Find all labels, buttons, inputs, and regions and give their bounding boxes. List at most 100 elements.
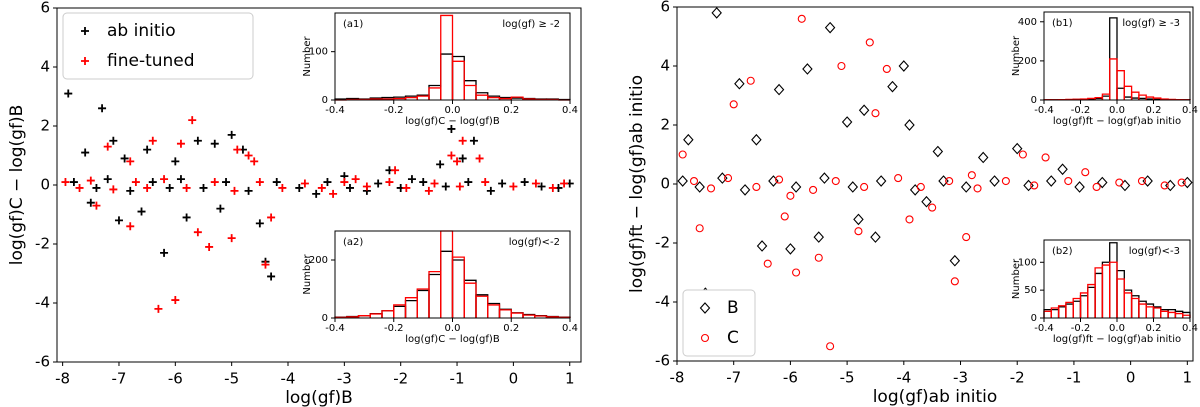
point [154, 304, 163, 313]
point [176, 175, 185, 184]
point [909, 184, 921, 196]
legend-box [62, 12, 254, 80]
x-tick-label: -0.2 [384, 323, 404, 334]
point [148, 178, 157, 187]
point [689, 177, 699, 186]
point [875, 175, 887, 187]
point [792, 268, 801, 277]
legend-marker [81, 27, 89, 35]
hist-bin [1116, 70, 1125, 100]
x-tick-label: 0.0 [1109, 323, 1125, 334]
point [1046, 175, 1057, 187]
point [1074, 181, 1085, 193]
x-tick-label: -0.4 [325, 105, 345, 116]
point [143, 145, 152, 154]
point [960, 181, 972, 193]
y-tick-label: -6 [35, 353, 50, 371]
point [989, 175, 1000, 187]
point [962, 233, 971, 242]
point [921, 195, 932, 208]
point [768, 175, 779, 187]
x-tick-label: -3 [337, 370, 352, 388]
x-tick-label: 0.0 [1109, 105, 1125, 116]
point [137, 207, 146, 216]
point [210, 178, 219, 187]
point [678, 150, 687, 159]
x-tick-label: -1 [1066, 369, 1081, 387]
point [847, 181, 859, 193]
y-tick-label: 100 [309, 47, 328, 58]
x-tick-label: 0.0 [445, 105, 461, 116]
point [295, 183, 304, 192]
point [841, 116, 853, 128]
point [751, 133, 762, 146]
point [763, 259, 772, 268]
point [250, 157, 259, 166]
x-tick-label: -5 [840, 369, 855, 387]
y-tick-label: -4 [655, 293, 670, 311]
point [775, 175, 784, 184]
point [441, 182, 450, 191]
point [261, 260, 270, 269]
point [826, 342, 835, 351]
point [973, 184, 982, 193]
point [831, 177, 840, 186]
point [773, 83, 785, 96]
point [300, 179, 309, 188]
x-tick-label: 0.4 [562, 105, 578, 116]
y-tick-label: 0 [660, 175, 670, 193]
legend-label: fine-tuned [107, 51, 195, 71]
x-tick-label: -1 [450, 370, 465, 388]
point [520, 178, 529, 187]
point [64, 89, 73, 98]
y-tick-label: 4 [660, 57, 670, 75]
point [723, 174, 733, 183]
x-tick-label: -8 [670, 369, 685, 387]
point [86, 176, 95, 185]
y-axis-label: log(gf)ft − log(gf)ab initio [627, 75, 647, 293]
x-axis-label: log(gf)C − log(gf)B [405, 334, 500, 345]
plot-frame [676, 6, 1194, 362]
point [312, 189, 321, 198]
y-tick-label: 6 [40, 0, 50, 17]
point [171, 296, 180, 305]
point [210, 139, 219, 148]
point [351, 175, 360, 184]
point [904, 119, 915, 131]
point [683, 133, 694, 146]
point [802, 63, 813, 75]
point [230, 186, 239, 195]
plot-frame [56, 7, 582, 363]
point [447, 151, 456, 160]
x-tick-label: -6 [168, 370, 183, 388]
legend-box [682, 289, 756, 357]
point [255, 219, 264, 228]
y-tick-label: 6 [660, 0, 670, 16]
point [837, 61, 846, 71]
point [1011, 142, 1023, 155]
condition-label: log(gf)<-2 [509, 237, 560, 248]
point [323, 178, 332, 187]
point [1001, 177, 1010, 186]
legend-marker [699, 302, 711, 314]
x-tick-label: -0.2 [1071, 105, 1091, 116]
point [854, 227, 863, 236]
y-tick-label: 0 [322, 313, 328, 324]
point [407, 175, 416, 184]
y-axis-label: Number [302, 36, 313, 77]
point [916, 182, 925, 191]
x-tick-label: 0.4 [1182, 105, 1198, 116]
x-tick-label: -2 [393, 370, 408, 388]
x-tick-label: -4 [896, 369, 911, 387]
point [1064, 177, 1073, 186]
point [694, 181, 705, 193]
point [871, 109, 880, 118]
y-tick-label: -4 [35, 294, 50, 312]
y-tick-label: 2 [660, 116, 670, 134]
point [255, 178, 264, 187]
x-tick-label: 0.2 [503, 323, 519, 334]
point [786, 191, 795, 200]
point [92, 183, 101, 192]
point [1041, 153, 1050, 162]
x-axis-label: log(gf)C − log(gf)B [405, 116, 500, 127]
